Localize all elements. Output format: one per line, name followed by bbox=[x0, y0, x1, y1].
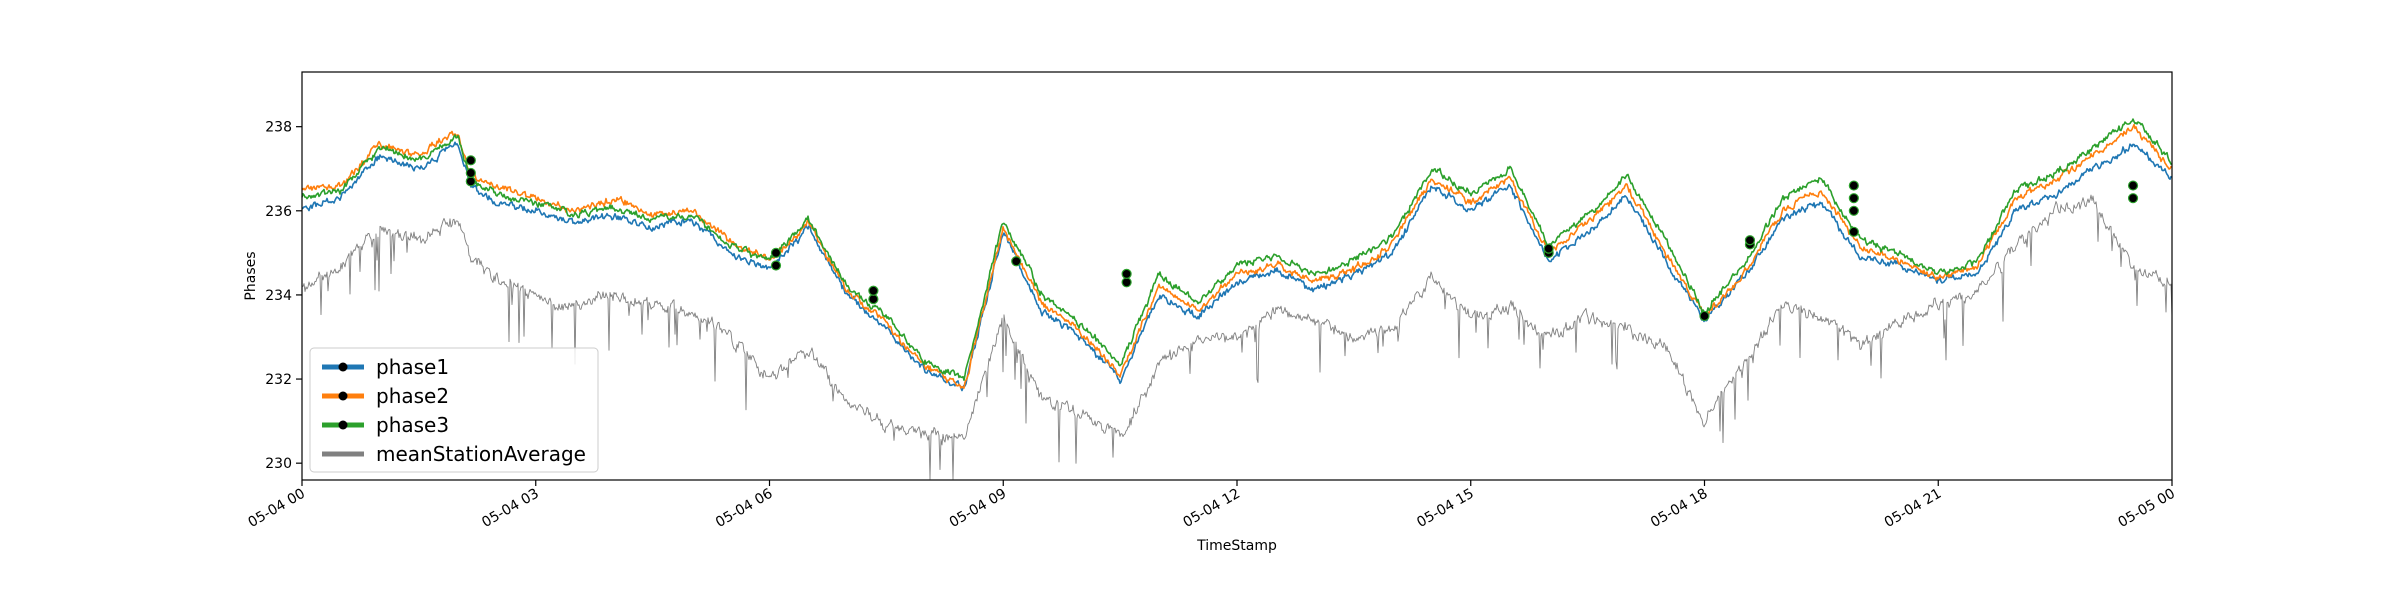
series-layer bbox=[301, 118, 2173, 480]
legend-marker bbox=[338, 420, 348, 430]
event-marker bbox=[1011, 256, 1022, 267]
x-tick-label: 05-04 12 bbox=[1180, 486, 1243, 531]
x-tick-label: 05-04 00 bbox=[245, 486, 308, 531]
legend-box bbox=[309, 347, 599, 473]
x-tick-label: 05-05 00 bbox=[2115, 486, 2178, 531]
event-marker bbox=[868, 285, 879, 296]
legend-label: phase3 bbox=[376, 413, 449, 437]
series-line-meanStationAverage bbox=[301, 194, 2173, 480]
marker-layer bbox=[465, 155, 2139, 322]
event-marker bbox=[465, 176, 476, 187]
event-marker bbox=[1848, 193, 1859, 204]
event-marker bbox=[465, 167, 476, 179]
event-marker bbox=[1543, 243, 1554, 254]
series-line-phase2 bbox=[301, 123, 2173, 389]
event-marker bbox=[868, 294, 879, 305]
legend-marker bbox=[338, 391, 348, 401]
x-tick-label: 05-04 06 bbox=[713, 486, 776, 531]
event-marker bbox=[1848, 180, 1859, 191]
event-marker bbox=[1121, 277, 1132, 288]
legend-label: phase2 bbox=[376, 384, 449, 408]
event-marker bbox=[2127, 193, 2139, 204]
event-marker bbox=[1848, 205, 1859, 216]
y-tick-label: 232 bbox=[265, 372, 292, 388]
y-tick-label: 234 bbox=[265, 288, 292, 304]
y-axis: 230 232 234 236 238 bbox=[265, 120, 302, 472]
y-tick-label: 236 bbox=[265, 204, 292, 220]
y-axis-label: Phases bbox=[243, 251, 259, 300]
x-tick-label: 05-04 09 bbox=[947, 486, 1010, 531]
event-marker bbox=[1848, 226, 1859, 237]
event-marker bbox=[2127, 180, 2139, 191]
event-marker bbox=[770, 247, 782, 258]
x-tick-label: 05-04 18 bbox=[1648, 486, 1711, 531]
event-marker bbox=[1121, 268, 1132, 279]
legend-marker bbox=[338, 362, 348, 372]
x-tick-label: 05-04 21 bbox=[1882, 486, 1945, 531]
x-tick-label: 05-04 03 bbox=[479, 486, 542, 531]
y-tick-label: 230 bbox=[265, 456, 292, 472]
legend-label: phase1 bbox=[376, 355, 449, 379]
series-line-phase3 bbox=[301, 118, 2172, 381]
legend: phase1 phase2 phase3 meanStationAverage bbox=[309, 347, 599, 473]
series-line-phase1 bbox=[301, 141, 2173, 392]
legend-label: meanStationAverage bbox=[376, 442, 586, 466]
event-marker bbox=[1699, 310, 1710, 322]
x-axis-label: TimeStamp bbox=[1196, 538, 1277, 554]
y-tick-label: 238 bbox=[265, 120, 292, 136]
x-axis: 05-04 00 05-04 03 05-04 06 05-04 09 05-04 12… bbox=[245, 480, 2178, 531]
event-marker bbox=[770, 260, 782, 271]
event-marker bbox=[1744, 235, 1756, 246]
event-marker bbox=[465, 155, 476, 166]
x-tick-label: 05-04 15 bbox=[1414, 486, 1477, 531]
